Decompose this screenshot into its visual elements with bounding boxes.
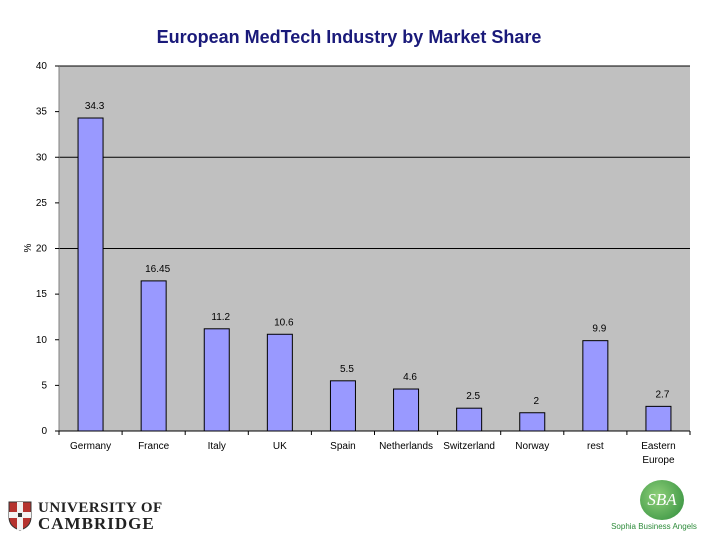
bar-spain: [329, 380, 356, 432]
data-label: 2.5: [466, 391, 480, 402]
y-tick-label: 15: [36, 289, 48, 300]
category-label: rest: [587, 441, 604, 452]
university-of-cambridge-logo: UNIVERSITY OF CAMBRIDGE: [8, 498, 163, 534]
bar-norway: [519, 412, 546, 432]
category-label: Italy: [208, 441, 226, 452]
data-labels: 34.3 16.45 11.2 10.6 5.5 4.6 2.5 2 9.9 2.7: [85, 101, 670, 407]
y-tick-label: 25: [36, 198, 48, 209]
bar-italy: [203, 328, 230, 432]
data-label: 5.5: [340, 364, 354, 375]
y-tick-label: 5: [41, 380, 47, 391]
y-axis-label: %: [23, 243, 34, 252]
cambridge-line2: CAMBRIDGE: [38, 514, 155, 533]
data-label: 16.45: [145, 264, 170, 275]
bar-switzerland: [456, 407, 483, 432]
data-label: 10.6: [274, 317, 294, 328]
category-label: Germany: [70, 441, 111, 452]
data-label: 2: [533, 396, 539, 407]
bars: [77, 117, 672, 432]
y-tick-label: 40: [36, 61, 48, 72]
gridlines: [59, 65, 690, 249]
cambridge-shield-icon: [8, 501, 32, 531]
y-tick-labels: 0 5 10 15 20 25 30 35 40: [36, 61, 48, 437]
y-tick-label: 10: [36, 335, 48, 346]
category-label: Eastern Europe: [641, 441, 675, 466]
data-label: 4.6: [403, 372, 417, 383]
y-tick-label: 0: [41, 426, 47, 437]
category-label: Norway: [515, 441, 549, 452]
category-label: France: [138, 441, 170, 452]
sba-monogram: SBA: [640, 480, 684, 520]
cambridge-line1: UNIVERSITY OF: [38, 500, 163, 516]
data-label: 9.9: [592, 324, 606, 335]
bar-germany: [77, 117, 104, 432]
y-tick-label: 35: [36, 107, 48, 118]
category-label: Netherlands: [379, 441, 433, 452]
category-label: Switzerland: [443, 441, 495, 452]
sophia-business-angels-logo: SBA Sophia Business Angels: [590, 478, 718, 538]
data-label: 2.7: [655, 389, 669, 400]
cambridge-wordmark: UNIVERSITY OF CAMBRIDGE: [38, 500, 163, 533]
bar-uk: [266, 333, 293, 432]
data-label: 34.3: [85, 101, 105, 112]
category-label: UK: [273, 441, 287, 452]
category-labels: Germany France Italy UK Spain Netherlands Swit…: [70, 441, 676, 466]
bar-rest: [582, 340, 609, 432]
chart-title: European MedTech Industry by Market Shar…: [157, 27, 542, 47]
data-label: 11.2: [211, 312, 230, 323]
category-label: Spain: [330, 441, 356, 452]
bar-france: [140, 280, 167, 432]
bar-eastern-europe: [645, 405, 672, 432]
y-tick-label: 30: [36, 152, 48, 163]
sba-caption: Sophia Business Angels: [611, 522, 697, 531]
bar-netherlands: [393, 388, 420, 432]
y-tick-label: 20: [36, 244, 48, 255]
